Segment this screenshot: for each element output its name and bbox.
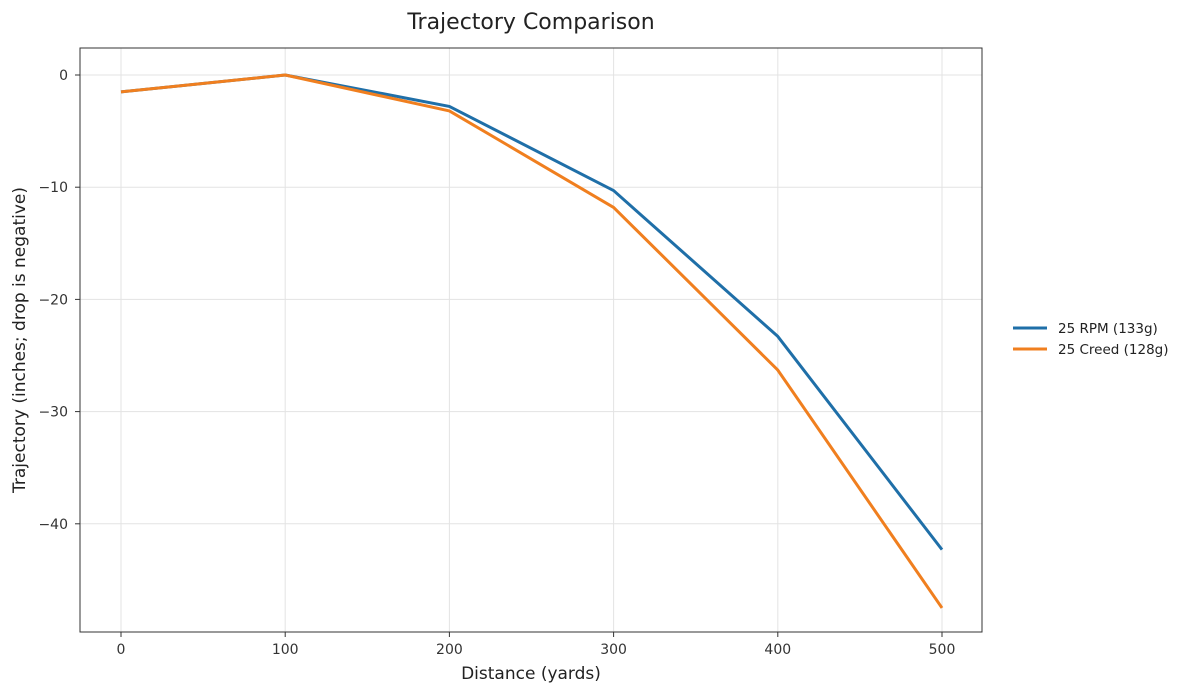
grid-lines: [80, 48, 982, 632]
y-tick-label: −30: [38, 405, 68, 421]
x-tick-label: 0: [117, 642, 126, 658]
legend-entry: 25 RPM (133g): [1058, 321, 1158, 337]
y-tick-label: −20: [38, 292, 68, 308]
x-tick-label: 300: [600, 642, 627, 658]
x-tick-label: 400: [764, 642, 791, 658]
y-tick-label: −40: [38, 517, 68, 533]
x-axis-label: Distance (yards): [461, 664, 601, 684]
x-tick-label: 500: [929, 642, 956, 658]
chart-title: Trajectory Comparison: [406, 10, 654, 35]
y-tick-label: −10: [38, 180, 68, 196]
series-line: [120, 73, 944, 551]
series-lines: [120, 73, 944, 609]
x-tick-label: 200: [436, 642, 463, 658]
legend: 25 RPM (133g) 25 Creed (128g): [1013, 321, 1169, 358]
plot-frame: [79, 47, 983, 633]
series-line: [120, 73, 944, 609]
y-tick-label: 0: [59, 68, 68, 84]
x-tick-label: 100: [272, 642, 299, 658]
x-axis-ticks: 0 100 200 300 400 500: [117, 632, 956, 658]
y-axis-ticks: 0 −10 −20 −30 −40: [38, 68, 80, 533]
legend-entry: 25 Creed (128g): [1058, 342, 1169, 358]
y-axis-label: Trajectory (inches; drop is negative): [10, 187, 30, 494]
